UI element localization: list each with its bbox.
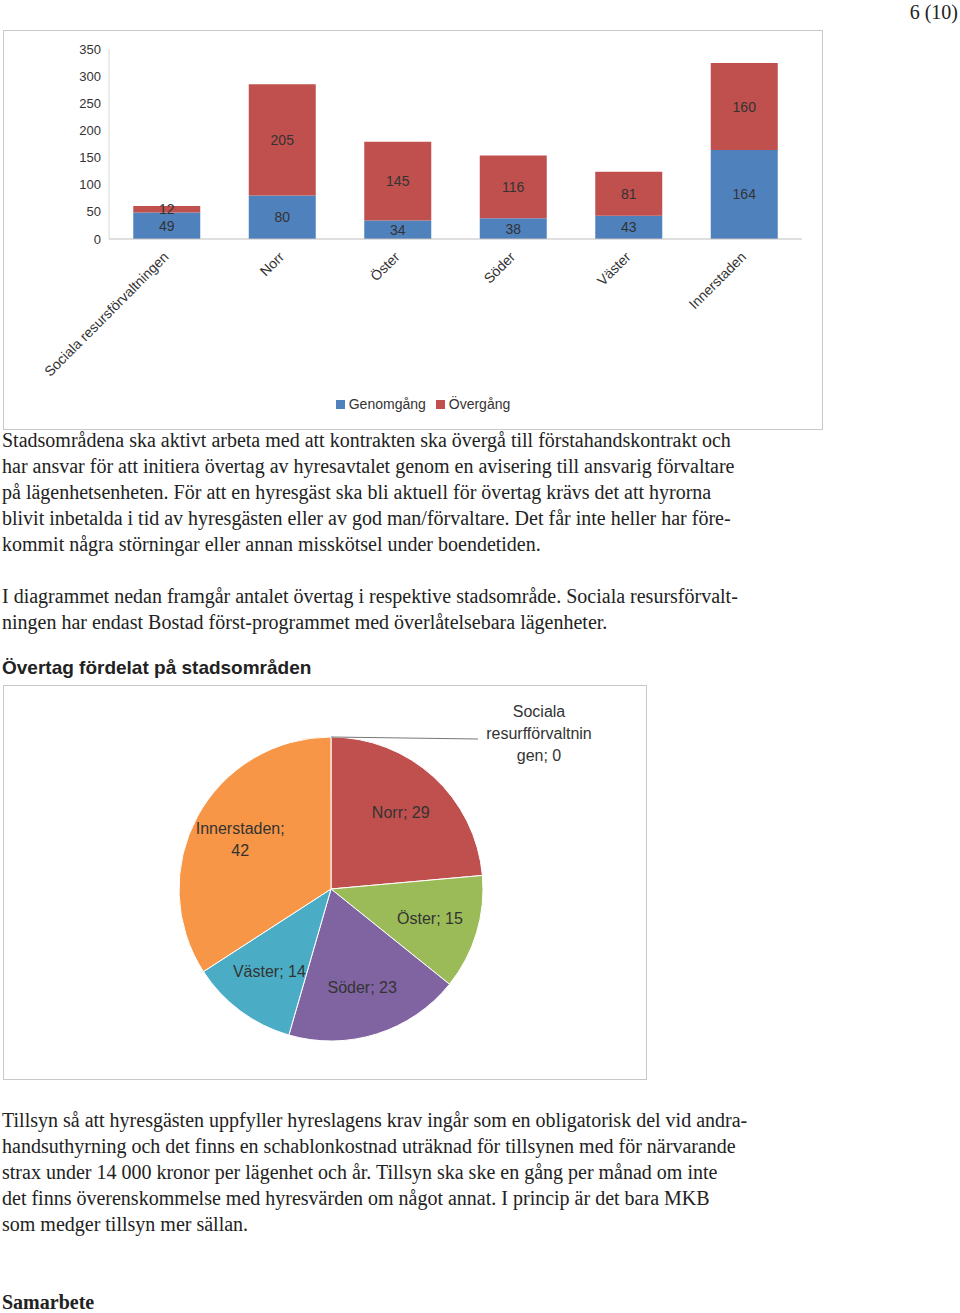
svg-text:145: 145 (386, 173, 410, 189)
svg-text:Sociala resursförvaltningen: Sociala resursförvaltningen (41, 249, 172, 380)
html-text:på lägenhetsenheten. För att e: på lägenhetsenheten. För att en hyresgäs… (2, 481, 712, 503)
svg-text:38: 38 (505, 221, 521, 237)
svg-text:Öster: Öster (366, 248, 402, 284)
html-text:Samarbete: Samarbete (2, 1291, 95, 1313)
html-text:I diagrammet nedan framgår ant: I diagrammet nedan framgår antalet övert… (2, 585, 738, 607)
svg-text:gen; 0: gen; 0 (517, 747, 562, 764)
html-text:har ansvar för att initiera öv: har ansvar för att initiera övertag av h… (2, 455, 735, 477)
html-text:ningen har endast Bostad först: ningen har endast Bostad först-programme… (2, 611, 608, 633)
svg-text:81: 81 (621, 186, 637, 202)
svg-text:150: 150 (79, 150, 101, 165)
svg-text:200: 200 (79, 123, 101, 138)
svg-text:Norr; 29: Norr; 29 (372, 804, 430, 821)
svg-text:43: 43 (621, 219, 637, 235)
svg-text:Innerstaden: Innerstaden (686, 249, 750, 313)
svg-text:Öster; 15: Öster; 15 (397, 910, 463, 927)
svg-text:100: 100 (79, 177, 101, 192)
svg-text:350: 350 (79, 42, 101, 57)
html-text:Stadsområdena ska aktivt arbet: Stadsområdena ska aktivt arbeta med att … (2, 429, 731, 451)
svg-text:34: 34 (390, 222, 406, 238)
html-text:strax under 14 000 kronor per: strax under 14 000 kronor per lägenhet o… (2, 1161, 718, 1183)
svg-text:116: 116 (502, 179, 525, 195)
svg-text:250: 250 (79, 96, 101, 111)
svg-text:Norr: Norr (257, 248, 288, 279)
html-text:Genomgång: Genomgång (348, 396, 426, 412)
svg-text:205: 205 (271, 132, 295, 148)
svg-text:Väster: Väster (594, 248, 634, 288)
svg-text:Innerstaden;: Innerstaden; (196, 820, 285, 837)
svg-text:164: 164 (733, 186, 757, 202)
svg-text:Söder; 23: Söder; 23 (327, 979, 396, 996)
svg-text:49: 49 (159, 218, 175, 234)
svg-text:0: 0 (94, 232, 101, 247)
html-text:kommit några störningar eller: kommit några störningar eller annan miss… (2, 533, 541, 555)
html-text:som medger tillsyn mer sällan.: som medger tillsyn mer sällan. (2, 1213, 249, 1235)
html-text:Övertag fördelat på stadsområd: Övertag fördelat på stadsområden (2, 657, 312, 678)
svg-text:Söder: Söder (480, 248, 518, 286)
html-text:handsuthyrning och det finns e: handsuthyrning och det finns en schablon… (2, 1135, 736, 1157)
svg-text:160: 160 (733, 99, 757, 115)
html-text:det finns överenskommelse med: det finns överenskommelse med hyresvärde… (2, 1187, 710, 1209)
html-text:6 (10): 6 (10) (909, 1, 958, 23)
svg-text:resurfförvaltnin: resurfförvaltnin (486, 725, 592, 742)
svg-text:12: 12 (159, 201, 175, 217)
svg-text:42: 42 (231, 842, 249, 859)
html-text:Övergång: Övergång (448, 396, 511, 412)
svg-text:Sociala: Sociala (513, 703, 566, 720)
html-text:Tillsyn så att hyresgästen upp: Tillsyn så att hyresgästen uppfyller hyr… (2, 1109, 748, 1131)
svg-text:50: 50 (87, 204, 101, 219)
svg-text:80: 80 (274, 209, 290, 225)
svg-text:Väster; 14: Väster; 14 (233, 963, 306, 980)
html-text:blivit inbetalda i tid av hyre: blivit inbetalda i tid av hyresgästen el… (2, 507, 731, 529)
svg-text:300: 300 (79, 69, 101, 84)
